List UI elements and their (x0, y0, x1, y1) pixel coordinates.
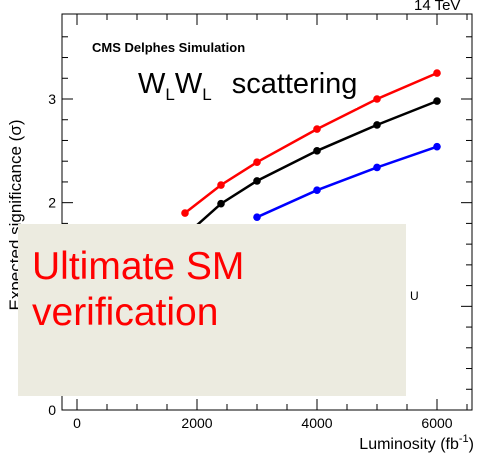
scattering-label: WLWL scattering (138, 68, 358, 108)
x-axis-label: Luminosity (fb-1) (359, 433, 474, 453)
data-point (253, 158, 261, 167)
data-point (373, 121, 381, 129)
data-point (373, 163, 381, 172)
scattering-word: scattering (231, 68, 358, 100)
y-tick-label: 0 (48, 402, 56, 418)
data-point (433, 142, 441, 151)
w-symbol-1: W (138, 68, 166, 100)
l-subscript-1: L (165, 84, 175, 104)
x-axis-label-close: ) (469, 436, 474, 453)
series-line (184, 71, 438, 214)
data-point (313, 186, 321, 195)
data-point (217, 199, 225, 208)
x-tick-label: 4000 (301, 415, 332, 431)
data-point (253, 213, 261, 221)
data-point (253, 177, 261, 185)
overlay-text: Ultimate SM verification (32, 244, 392, 336)
overlay-line-2: verification (32, 291, 219, 334)
y-tick-label: 2 (48, 195, 56, 211)
overlay-hidden-fragment: U (410, 289, 419, 303)
x-tick-label: 6000 (421, 415, 452, 431)
x-axis-label-exponent: -1 (459, 433, 469, 445)
y-tick-label: 3 (48, 91, 56, 107)
overlay-line-1: Ultimate SM (32, 245, 245, 288)
data-point (373, 95, 381, 103)
energy-label: 14 TeV (414, 0, 460, 14)
x-tick-label: 2000 (181, 415, 212, 431)
w-symbol-2: W (174, 68, 203, 100)
data-point (433, 69, 441, 77)
cms-label: CMS Delphes Simulation (92, 40, 245, 55)
data-point (217, 181, 225, 189)
data-point (433, 97, 441, 105)
data-point (181, 209, 189, 217)
series-line (256, 145, 438, 219)
x-axis-label-main: Luminosity (fb (359, 436, 459, 453)
series-group (181, 69, 441, 240)
data-point (313, 125, 321, 133)
data-point (313, 147, 321, 155)
x-tick-label: 0 (73, 415, 81, 431)
l-subscript-2: L (202, 84, 212, 104)
series-line (184, 99, 438, 237)
x-axis-ticks: 0 2000 4000 6000 (73, 14, 468, 431)
plot-frame (61, 13, 473, 411)
overlay-box (18, 224, 406, 396)
